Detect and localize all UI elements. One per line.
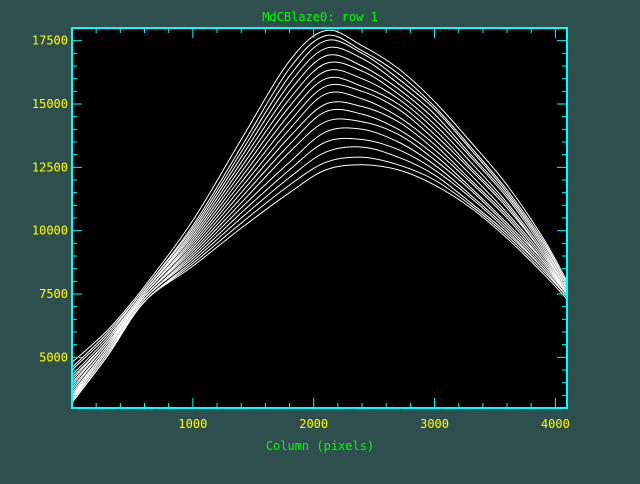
series-line-12	[71, 108, 568, 396]
x-tick-label: 1000	[178, 417, 207, 431]
series-line-9	[71, 83, 568, 389]
x-tick-label: 2000	[299, 417, 328, 431]
y-tick-label: 10000	[32, 224, 68, 238]
series-line-3	[71, 39, 568, 371]
ticks-layer: 1000 2000 3000 4000 5000 7500 10000 12500 15000 1…	[32, 28, 570, 431]
x-tick-label: 3000	[420, 417, 449, 431]
x-tick-label: 4000	[541, 417, 570, 431]
series-line-6	[71, 61, 568, 381]
curves-layer	[71, 29, 568, 404]
y-tick-label: 12500	[32, 160, 68, 174]
series-line-1	[71, 29, 568, 363]
y-tick-label: 17500	[32, 34, 68, 48]
series-line-18	[71, 164, 568, 404]
y-tick-label: 15000	[32, 97, 68, 111]
y-tick-label: 5000	[39, 350, 68, 364]
series-line-15	[71, 137, 568, 400]
y-tick-label: 7500	[39, 287, 68, 301]
x-axis-label: Column (pixels)	[266, 439, 374, 453]
chart-title: MdCBlaze0: row 1	[262, 10, 378, 24]
plot-area	[72, 28, 567, 408]
